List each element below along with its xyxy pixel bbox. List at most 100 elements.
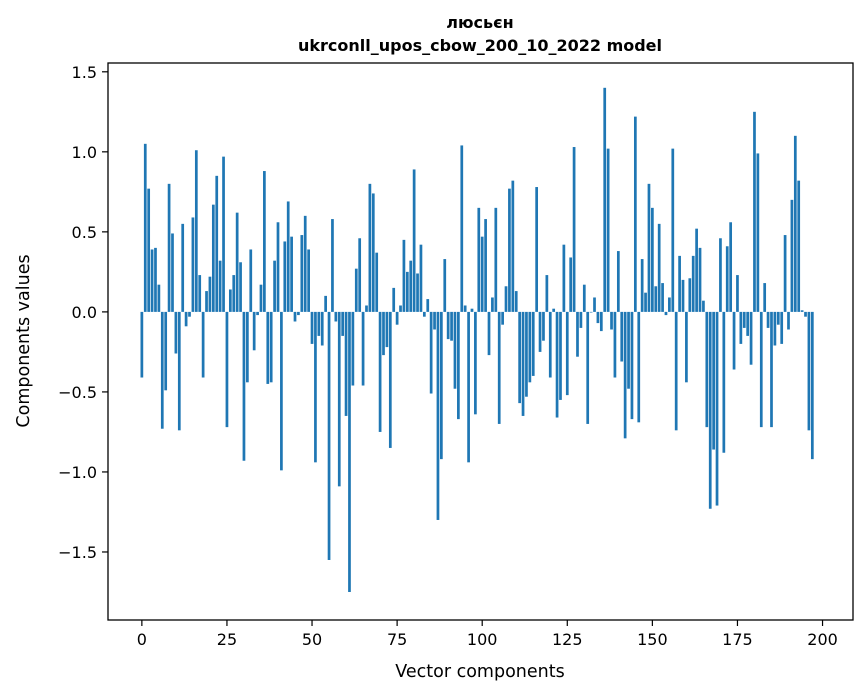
bar-86 [433, 311, 436, 330]
bar-49 [307, 249, 310, 312]
bar-22 [215, 175, 219, 312]
bar-45 [293, 311, 297, 322]
x-tick-label: 50 [302, 630, 322, 649]
x-tick-label: 125 [552, 630, 583, 649]
bar-175 [736, 275, 739, 312]
bar-51 [314, 311, 317, 463]
bar-111 [518, 311, 521, 404]
bar-138 [610, 311, 613, 330]
bar-83 [422, 311, 426, 317]
bar-16 [194, 150, 198, 312]
bar-3 [150, 249, 154, 312]
bar-187 [776, 311, 780, 325]
bar-128 [576, 311, 579, 357]
bar-64 [358, 238, 362, 312]
bar-59 [341, 311, 345, 336]
bar-145 [633, 116, 637, 312]
bar-42 [283, 241, 287, 312]
bar-50 [310, 311, 314, 344]
x-tick-label: 75 [387, 630, 407, 649]
bar-15 [191, 217, 195, 312]
bar-81 [416, 273, 419, 312]
bar-134 [596, 311, 600, 324]
bar-27 [232, 275, 236, 312]
bar-23 [218, 260, 222, 312]
bar-170 [719, 238, 722, 312]
bar-112 [521, 311, 525, 416]
x-tick-label: 175 [722, 630, 753, 649]
bar-91 [450, 311, 453, 341]
bar-119 [545, 275, 549, 312]
bar-85 [429, 311, 433, 394]
bar-104 [494, 207, 498, 312]
y-tick-label: 1.5 [72, 63, 97, 82]
bar-97 [470, 308, 474, 312]
bar-107 [504, 286, 508, 312]
bar-113 [525, 311, 528, 397]
bar-180 [753, 111, 756, 312]
bar-24 [222, 156, 225, 312]
bar-17 [198, 275, 202, 312]
bar-14 [188, 311, 191, 317]
bar-161 [688, 278, 692, 312]
bar-78 [405, 271, 409, 312]
bar-150 [651, 207, 654, 312]
bar-39 [273, 260, 276, 312]
bar-56 [331, 219, 334, 312]
bar-146 [637, 311, 641, 423]
bar-80 [412, 169, 416, 312]
bar-133 [593, 297, 596, 312]
y-tick-label: 0.0 [72, 303, 97, 322]
bar-68 [371, 193, 375, 312]
bar-141 [620, 311, 624, 362]
bar-185 [770, 311, 773, 428]
bar-144 [630, 311, 634, 420]
bar-194 [800, 310, 804, 312]
bar-20 [208, 276, 212, 312]
bar-13 [184, 311, 188, 327]
y-axis-label: Components values [14, 254, 34, 427]
bar-139 [613, 311, 617, 378]
bar-184 [766, 311, 770, 328]
bar-26 [228, 289, 232, 312]
bar-188 [780, 311, 784, 344]
bar-181 [756, 153, 760, 312]
bar-190 [787, 311, 790, 330]
bar-25 [225, 311, 229, 428]
bar-92 [453, 311, 457, 389]
x-axis: 0 25 50 75 100 125 150 175 200 [137, 620, 838, 649]
bar-135 [599, 311, 603, 332]
bar-69 [375, 252, 379, 312]
bar-167 [708, 311, 712, 509]
bar-66 [365, 305, 368, 312]
bar-65 [361, 311, 365, 386]
bar-183 [763, 283, 767, 312]
bar-76 [399, 305, 402, 312]
bar-155 [668, 297, 671, 312]
bar-28 [235, 212, 239, 312]
bar-41 [280, 311, 283, 471]
bar-61 [348, 311, 351, 592]
bar-70 [378, 311, 382, 432]
bar-110 [514, 291, 518, 312]
bar-96 [467, 311, 470, 463]
bar-197 [810, 311, 814, 460]
bar-132 [589, 311, 593, 313]
bar-136 [603, 87, 607, 312]
bar-74 [392, 287, 396, 312]
bar-153 [661, 283, 664, 312]
bar-157 [674, 311, 678, 431]
bar-72 [385, 311, 389, 348]
bar-87 [436, 311, 440, 520]
y-tick-label: −0.5 [58, 383, 97, 402]
bar-193 [797, 180, 801, 312]
bar-29 [239, 262, 242, 312]
bar-142 [623, 311, 627, 439]
bar-158 [678, 255, 681, 312]
bar-79 [409, 260, 413, 312]
x-axis-label: Vector components [395, 662, 564, 682]
bar-35 [259, 284, 263, 312]
bar-176 [739, 311, 743, 344]
x-tick-label: 0 [137, 630, 147, 649]
